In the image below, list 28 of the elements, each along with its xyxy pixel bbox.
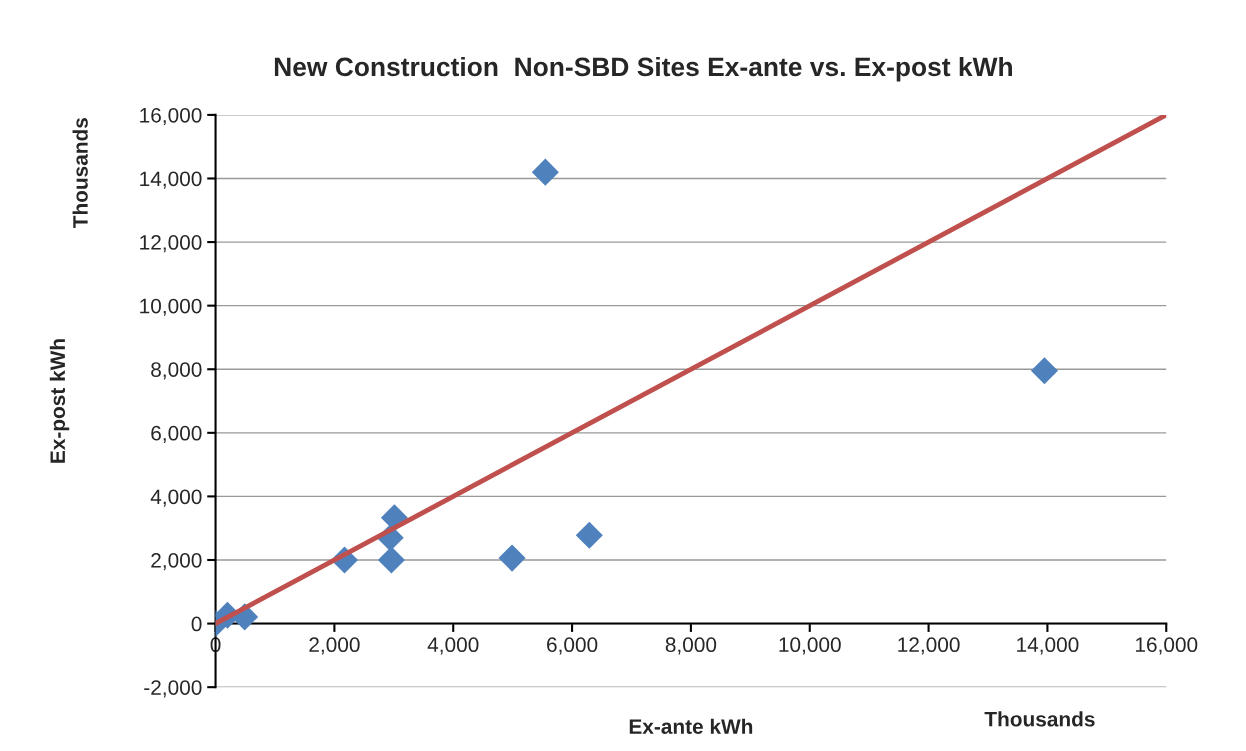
x-tick-label: 6,000	[547, 637, 598, 655]
text: Thousands	[72, 118, 88, 229]
x-tick-label: 10,000	[779, 637, 841, 655]
point	[1030, 357, 1058, 385]
x-axis-title: Ex-ante kWh	[629, 718, 753, 734]
x-tick-label: 16,000	[1135, 637, 1198, 655]
point	[531, 158, 559, 186]
y-tick-label: 2,000	[151, 553, 202, 571]
y-tick-label: 0	[191, 616, 202, 632]
x-tick-label: 2,000	[309, 637, 360, 655]
x-tick-label: 4,000	[427, 637, 479, 655]
y-tick-label: 14,000	[140, 171, 202, 189]
y-tick-label: 12,000	[140, 235, 202, 253]
y-axis-title: Ex-post kWh	[49, 339, 70, 463]
y-tick-label: 10,000	[140, 298, 202, 316]
x-tick-label: 8,000	[665, 637, 717, 655]
x-tick-label: 14,000	[1017, 637, 1079, 655]
point	[377, 546, 405, 574]
x-tick-label: 12,000	[898, 637, 960, 655]
y-tick-label: 4,000	[150, 489, 202, 507]
text: Thousands	[984, 711, 1095, 727]
chart-title: New Construction Non-SBD Sites Ex-ante vs. Ex-post kWh	[274, 56, 1012, 82]
point	[575, 521, 603, 549]
point	[498, 544, 526, 572]
y-tick-label: 6,000	[151, 425, 202, 444]
y-tick-label: -2,000	[144, 680, 202, 698]
y-tick-label: 8,000	[151, 362, 202, 380]
y-tick-label: 16,000	[140, 107, 202, 126]
